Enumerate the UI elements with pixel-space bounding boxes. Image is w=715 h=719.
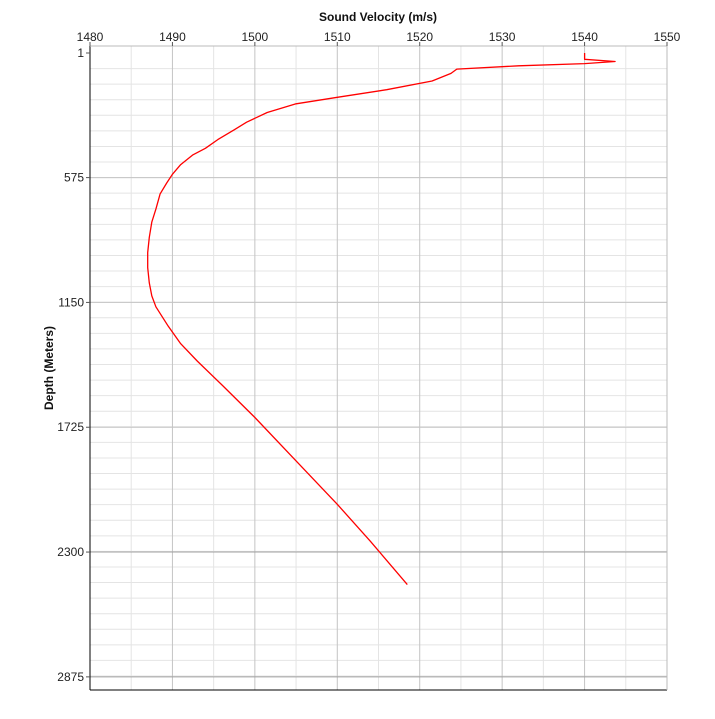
series-layer [147, 53, 616, 586]
y-tick-label: 1150 [58, 295, 84, 309]
x-tick-label: 1540 [571, 30, 598, 44]
plot-area [89, 45, 668, 691]
y-tick-label: 1 [77, 46, 84, 60]
y-tick-label: 2875 [57, 670, 84, 684]
y-axis-title: Depth (Meters) [42, 326, 56, 410]
y-tick-label: 1725 [57, 420, 84, 434]
x-tick-label: 1550 [654, 30, 681, 44]
x-tick-label: 1490 [159, 30, 186, 44]
y-axis-ticks: 1 575 1150 1725 2300 2875 [57, 46, 90, 684]
x-tick-label: 1480 [77, 30, 104, 44]
sound-velocity-profile-line [147, 53, 616, 586]
y-tick-label: 2300 [57, 545, 84, 559]
x-tick-label: 1510 [324, 30, 351, 44]
y-tick-label: 575 [64, 171, 84, 185]
x-tick-label: 1520 [406, 30, 433, 44]
x-axis-ticks: 1480 1490 1500 1510 1520 1530 1540 1550 [77, 30, 681, 46]
x-tick-label: 1500 [242, 30, 269, 44]
minor-grid [90, 46, 667, 690]
x-axis-title: Sound Velocity (m/s) [319, 10, 437, 24]
major-grid [90, 46, 667, 690]
x-tick-label: 1530 [489, 30, 516, 44]
